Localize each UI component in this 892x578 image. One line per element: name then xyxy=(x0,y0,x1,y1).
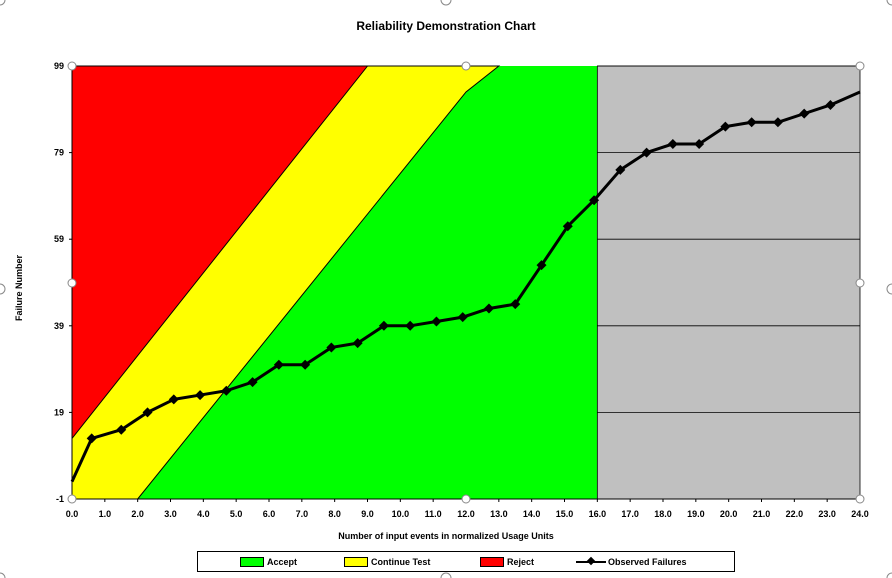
x-tick-label: 23.0 xyxy=(818,509,836,519)
chart-frame-handle xyxy=(886,283,892,295)
chart-title: Reliability Demonstration Chart xyxy=(356,19,536,33)
truncation-region xyxy=(596,65,861,500)
legend: Accept Continue Test Reject Observed Fai… xyxy=(197,551,735,572)
x-tick-label: 22.0 xyxy=(786,509,804,519)
legend-observed: Observed Failures xyxy=(576,555,687,569)
observed-failure-point xyxy=(86,433,97,444)
x-tick-label: 7.0 xyxy=(296,509,309,519)
x-tick-label: 6.0 xyxy=(263,509,276,519)
chart-frame-handle xyxy=(886,572,892,578)
observed-failure-point xyxy=(273,359,284,370)
chart-frame-handle xyxy=(0,0,6,6)
x-tick-label: 2.0 xyxy=(131,509,144,519)
x-tick-label: 20.0 xyxy=(720,509,738,519)
observed-failure-point xyxy=(300,359,311,370)
plot-area-handle xyxy=(855,494,865,504)
x-tick-label: 1.0 xyxy=(99,509,112,519)
x-tick-label: 12.0 xyxy=(457,509,475,519)
continue-swatch xyxy=(344,557,368,567)
x-tick-label: 13.0 xyxy=(490,509,508,519)
observed-failure-point xyxy=(799,108,810,119)
x-tick-label: 5.0 xyxy=(230,509,243,519)
legend-observed-label: Observed Failures xyxy=(608,557,687,567)
y-tick-label: 19 xyxy=(54,407,64,417)
x-tick-label: 17.0 xyxy=(621,509,639,519)
legend-reject: Reject xyxy=(480,555,534,569)
x-tick-label: 24.0 xyxy=(851,509,869,519)
y-tick-label: 59 xyxy=(54,234,64,244)
observed-failure-point xyxy=(405,320,416,331)
plot-area-handle xyxy=(461,61,471,71)
observed-failure-point xyxy=(116,424,127,435)
observed-failure-point xyxy=(195,390,206,401)
x-tick-label: 19.0 xyxy=(687,509,705,519)
observed-failure-point xyxy=(746,117,757,128)
y-tick-label: 79 xyxy=(54,148,64,158)
x-tick-label: 4.0 xyxy=(197,509,210,519)
observed-failure-point xyxy=(589,195,600,206)
observed-failure-point xyxy=(221,385,232,396)
observed-failure-point xyxy=(431,316,442,327)
y-tick-label: -1 xyxy=(56,494,64,504)
chart-frame-handle xyxy=(440,0,452,6)
x-tick-label: 10.0 xyxy=(392,509,410,519)
plot-area-handle xyxy=(461,494,471,504)
x-tick-label: 11.0 xyxy=(425,509,442,519)
x-tick-label: 0.0 xyxy=(66,509,79,519)
observed-failure-point xyxy=(641,147,652,158)
chart-frame-handle xyxy=(440,572,452,578)
observed-failure-point xyxy=(562,221,573,232)
observed-failure-point xyxy=(772,117,783,128)
legend-continue: Continue Test xyxy=(344,555,430,569)
observed-failure-point xyxy=(667,138,678,149)
observed-failure-point xyxy=(694,138,705,149)
x-tick-label: 8.0 xyxy=(328,509,341,519)
observed-line-key xyxy=(576,561,606,563)
observed-failure-point xyxy=(720,121,731,132)
chart-frame-handle xyxy=(0,283,6,295)
observed-failure-point xyxy=(247,377,258,388)
observed-failure-point xyxy=(483,303,494,314)
observed-failure-point xyxy=(510,299,521,310)
legend-reject-label: Reject xyxy=(507,557,535,567)
x-tick-label: 9.0 xyxy=(361,509,374,519)
x-tick-label: 15.0 xyxy=(556,509,574,519)
observed-failure-point xyxy=(615,164,626,175)
observed-failure-point xyxy=(142,407,153,418)
reject-swatch xyxy=(480,557,504,567)
observed-failure-point xyxy=(378,320,389,331)
observed-failure-point xyxy=(352,338,363,349)
plot-area-handle xyxy=(67,278,77,288)
x-tick-label: 16.0 xyxy=(589,509,607,519)
x-axis-label: Number of input events in normalized Usa… xyxy=(338,531,554,541)
x-tick-label: 21.0 xyxy=(753,509,771,519)
y-tick-label: 39 xyxy=(54,321,64,331)
chart-frame-handle xyxy=(0,572,6,578)
observed-failure-point xyxy=(825,99,836,110)
plot-area-handle xyxy=(855,61,865,71)
observed-failure-point xyxy=(326,342,337,353)
y-tick-label: 99 xyxy=(54,61,64,71)
accept-swatch xyxy=(240,557,264,567)
legend-accept: Accept xyxy=(240,555,297,569)
observed-failure-point xyxy=(457,312,468,323)
observed-failure-point xyxy=(536,260,547,271)
x-tick-label: 3.0 xyxy=(164,509,177,519)
plot-area-handle xyxy=(855,278,865,288)
chart-frame-handle xyxy=(886,0,892,6)
x-tick-label: 14.0 xyxy=(523,509,541,519)
x-tick-label: 18.0 xyxy=(654,509,672,519)
plot-area-handle xyxy=(67,494,77,504)
legend-accept-label: Accept xyxy=(267,557,298,567)
observed-failure-point xyxy=(168,394,179,405)
plot-area-handle xyxy=(67,61,77,71)
legend-continue-label: Continue Test xyxy=(371,557,431,567)
